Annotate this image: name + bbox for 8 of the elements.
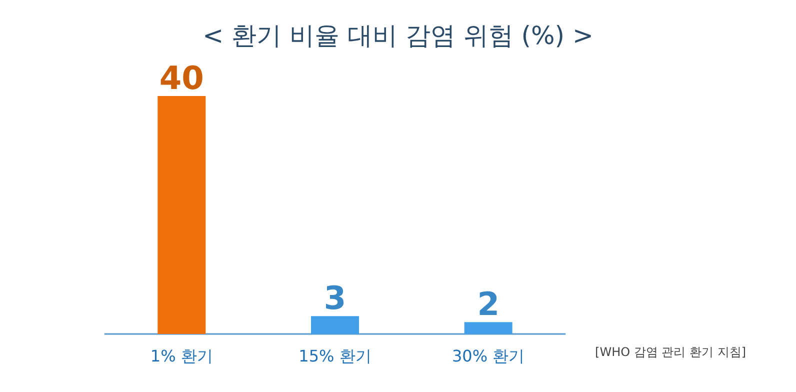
x-tick-label: 1% 환기 <box>150 346 213 366</box>
text: [WHO 감염 관리 환기 지침] <box>595 345 746 359</box>
data-label: 2 <box>477 285 500 324</box>
chart-title: < 환기 비율 대비 감염 위험 (%) > <box>202 21 594 50</box>
x-tick-label: 30% 환기 <box>452 346 525 366</box>
data-label: 40 <box>159 59 204 97</box>
x-tick-label: 15% 환기 <box>298 346 372 366</box>
data-label: 3 <box>324 279 346 318</box>
